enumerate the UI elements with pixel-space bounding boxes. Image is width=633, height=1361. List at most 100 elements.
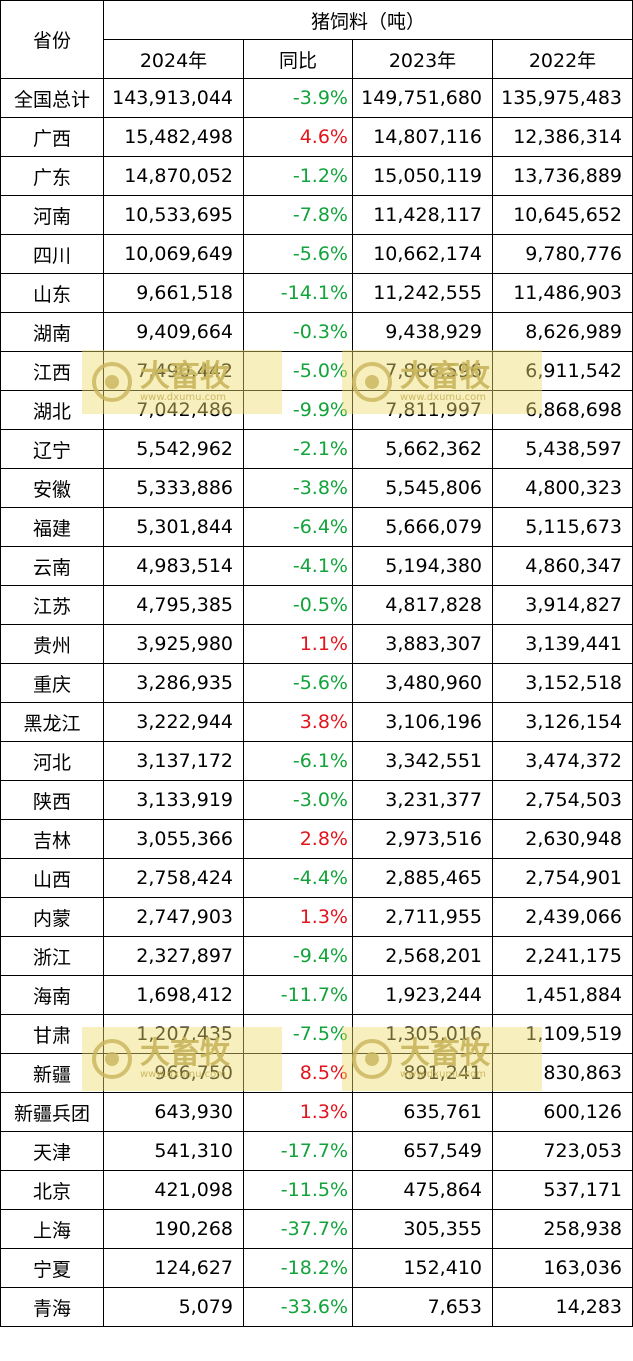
value-2023-cell: 7,886,596 [352,351,493,391]
yoy-cell: 1.3% [243,897,353,937]
value-2023-cell: 657,549 [352,1131,493,1171]
value-2022-cell: 10,645,652 [492,195,633,235]
value-2022-cell: 537,171 [492,1170,633,1210]
value-2022-cell: 2,630,948 [492,819,633,859]
province-cell: 重庆 [0,663,104,703]
table-row: 山东 9,661,518 -14.1% 11,242,555 11,486,903 [0,273,633,313]
table-row: 河北 3,137,172 -6.1% 3,342,551 3,474,372 [0,741,633,781]
value-2023-cell: 152,410 [352,1248,493,1288]
col-2023-header: 2023年 [352,39,493,79]
value-2023-cell: 7,653 [352,1287,493,1327]
value-2024-cell: 10,069,649 [103,234,244,274]
value-2024-cell: 7,042,486 [103,390,244,430]
value-2023-cell: 3,883,307 [352,624,493,664]
yoy-cell: -3.8% [243,468,353,508]
province-cell: 安徽 [0,468,104,508]
value-2023-cell: 2,973,516 [352,819,493,859]
value-2024-cell: 2,758,424 [103,858,244,898]
yoy-cell: -3.0% [243,780,353,820]
yoy-cell: -7.5% [243,1014,353,1054]
province-cell: 湖南 [0,312,104,352]
value-2024-cell: 966,750 [103,1053,244,1093]
yoy-cell: -37.7% [243,1209,353,1249]
value-2023-cell: 635,761 [352,1092,493,1132]
province-cell: 天津 [0,1131,104,1171]
value-2022-cell: 3,139,441 [492,624,633,664]
yoy-cell: -1.2% [243,156,353,196]
province-cell: 山西 [0,858,104,898]
yoy-cell: -2.1% [243,429,353,469]
province-cell: 全国总计 [0,78,104,118]
value-2022-cell: 5,438,597 [492,429,633,469]
province-cell: 新疆兵团 [0,1092,104,1132]
value-2022-cell: 3,914,827 [492,585,633,625]
value-2023-cell: 3,231,377 [352,780,493,820]
yoy-cell: -0.3% [243,312,353,352]
province-cell: 吉林 [0,819,104,859]
yoy-cell: 3.8% [243,702,353,742]
value-2024-cell: 3,925,980 [103,624,244,664]
col-2024-header: 2024年 [103,39,244,79]
province-cell: 陕西 [0,780,104,820]
table-row: 上海 190,268 -37.7% 305,355 258,938 [0,1209,633,1249]
value-2022-cell: 11,486,903 [492,273,633,313]
value-2024-cell: 2,747,903 [103,897,244,937]
yoy-cell: -3.9% [243,78,353,118]
value-2022-cell: 14,283 [492,1287,633,1327]
value-2023-cell: 475,864 [352,1170,493,1210]
value-2022-cell: 258,938 [492,1209,633,1249]
province-cell: 青海 [0,1287,104,1327]
table-row: 黑龙江 3,222,944 3.8% 3,106,196 3,126,154 [0,702,633,742]
province-cell: 海南 [0,975,104,1015]
table-row: 宁夏 124,627 -18.2% 152,410 163,036 [0,1248,633,1288]
value-2023-cell: 3,480,960 [352,663,493,703]
yoy-cell: -9.9% [243,390,353,430]
table-row: 内蒙 2,747,903 1.3% 2,711,955 2,439,066 [0,897,633,937]
province-cell: 河南 [0,195,104,235]
value-2024-cell: 7,490,442 [103,351,244,391]
table-row: 浙江 2,327,897 -9.4% 2,568,201 2,241,175 [0,936,633,976]
yoy-cell: -11.7% [243,975,353,1015]
yoy-cell: 1.1% [243,624,353,664]
value-2023-cell: 149,751,680 [352,78,493,118]
table-row: 广西 15,482,498 4.6% 14,807,116 12,386,314 [0,117,633,157]
value-2023-cell: 5,662,362 [352,429,493,469]
value-2024-cell: 4,983,514 [103,546,244,586]
value-2024-cell: 5,542,962 [103,429,244,469]
value-2024-cell: 5,079 [103,1287,244,1327]
value-2022-cell: 830,863 [492,1053,633,1093]
province-cell: 宁夏 [0,1248,104,1288]
province-cell: 贵州 [0,624,104,664]
province-cell: 浙江 [0,936,104,976]
value-2022-cell: 6,868,698 [492,390,633,430]
value-2023-cell: 11,242,555 [352,273,493,313]
value-2023-cell: 7,811,997 [352,390,493,430]
value-2024-cell: 2,327,897 [103,936,244,976]
yoy-cell: -33.6% [243,1287,353,1327]
value-2024-cell: 1,207,435 [103,1014,244,1054]
province-cell: 内蒙 [0,897,104,937]
value-2024-cell: 124,627 [103,1248,244,1288]
yoy-cell: -0.5% [243,585,353,625]
value-2023-cell: 5,545,806 [352,468,493,508]
yoy-cell: -4.4% [243,858,353,898]
value-2022-cell: 3,152,518 [492,663,633,703]
value-2022-cell: 600,126 [492,1092,633,1132]
value-2022-cell: 1,451,884 [492,975,633,1015]
value-2024-cell: 3,222,944 [103,702,244,742]
pig-feed-table: 省份 猪饲料（吨） 2024年 同比 2023年 2022年 全国总计 143,9… [0,0,633,1327]
yoy-cell: -7.8% [243,195,353,235]
value-2023-cell: 1,305,016 [352,1014,493,1054]
table-row: 河南 10,533,695 -7.8% 11,428,117 10,645,652 [0,195,633,235]
yoy-cell: -5.6% [243,234,353,274]
table-row: 天津 541,310 -17.7% 657,549 723,053 [0,1131,633,1171]
yoy-cell: -6.1% [243,741,353,781]
value-2022-cell: 135,975,483 [492,78,633,118]
province-cell: 河北 [0,741,104,781]
province-cell: 江西 [0,351,104,391]
value-2023-cell: 10,662,174 [352,234,493,274]
value-2024-cell: 3,055,366 [103,819,244,859]
table-row: 青海 5,079 -33.6% 7,653 14,283 [0,1287,633,1327]
value-2022-cell: 9,780,776 [492,234,633,274]
province-cell: 江苏 [0,585,104,625]
